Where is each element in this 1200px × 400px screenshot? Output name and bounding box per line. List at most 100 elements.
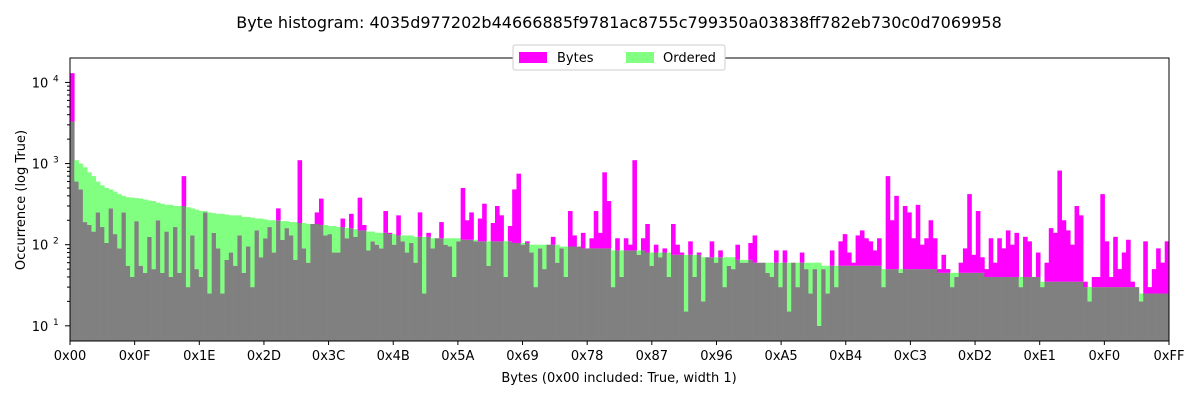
- bar-ordered-107: [529, 244, 534, 253]
- x-tick-label-15: 0xE1: [1023, 349, 1055, 364]
- bar-overlap-234: [1074, 281, 1080, 341]
- bar-ordered-25: [177, 205, 182, 273]
- bar-overlap-81: [417, 236, 423, 341]
- bar-ordered-87: [443, 238, 449, 245]
- bar-bytes-233: [1070, 244, 1075, 282]
- bar-overlap-247: [1130, 287, 1135, 341]
- bar-bytes-239: [1096, 276, 1101, 288]
- bar-overlap-123: [598, 248, 603, 341]
- bar-ordered-9: [108, 189, 114, 209]
- x-tick-label-11: 0xA5: [765, 349, 798, 364]
- bar-overlap-96: [482, 241, 487, 341]
- bar-bytes-223: [1027, 241, 1032, 277]
- bar-overlap-40: [241, 272, 247, 341]
- bar-overlap-222: [1023, 276, 1028, 341]
- bar-overlap-59: [323, 235, 328, 341]
- bar-overlap-56: [310, 223, 315, 341]
- x-tick-label-4: 0x3C: [312, 349, 345, 364]
- bar-bytes-211: [975, 211, 981, 273]
- bar-ordered-174: [816, 262, 822, 326]
- bar-bytes-251: [1147, 287, 1153, 294]
- bar-overlap-36: [224, 259, 230, 341]
- bar-overlap-58: [318, 224, 324, 341]
- bar-overlap-139: [666, 276, 672, 341]
- bar-overlap-101: [503, 276, 509, 341]
- bar-bytes-164: [774, 250, 779, 263]
- bar-overlap-107: [529, 252, 534, 341]
- bar-ordered-82: [422, 236, 427, 294]
- bar-bytes-127: [615, 238, 620, 251]
- y-tick-exponent-1: 2: [53, 237, 59, 247]
- bar-overlap-69: [366, 250, 371, 341]
- bar-overlap-89: [452, 276, 457, 341]
- bar-overlap-66: [353, 236, 358, 341]
- bar-overlap-133: [640, 250, 646, 341]
- bar-ordered-75: [391, 234, 397, 245]
- bar-ordered-101: [503, 241, 509, 277]
- x-tick-label-7: 0x69: [506, 349, 539, 364]
- bar-overlap-211: [975, 272, 981, 341]
- bar-bytes-151: [718, 250, 723, 258]
- bar-bytes-144: [688, 241, 693, 255]
- bar-overlap-30: [198, 276, 204, 341]
- bar-overlap-194: [902, 269, 908, 341]
- bar-bytes-129: [623, 238, 629, 251]
- bar-ordered-105: [520, 242, 526, 245]
- bar-ordered-139: [666, 252, 672, 277]
- bar-overlap-230: [1057, 281, 1062, 341]
- bar-overlap-134: [645, 252, 650, 341]
- bar-overlap-1: [74, 181, 79, 341]
- bar-bytes-149: [709, 241, 715, 258]
- bar-ordered-147: [701, 257, 706, 302]
- bar-bytes-125: [606, 201, 612, 249]
- bar-overlap-65: [349, 228, 354, 341]
- bar-overlap-226: [1040, 287, 1045, 341]
- bar-bytes-241: [1104, 241, 1110, 288]
- bar-ordered-79: [409, 235, 414, 243]
- bar-bytes-217: [1001, 248, 1007, 277]
- bar-bytes-240: [1100, 194, 1105, 288]
- bar-bytes-227: [1044, 262, 1050, 282]
- bar-bytes-230: [1057, 170, 1062, 282]
- bar-bytes-194: [902, 205, 908, 270]
- y-tick-exponent-3: 4: [53, 74, 59, 84]
- bar-overlap-150: [713, 262, 719, 341]
- bar-overlap-201: [932, 269, 938, 341]
- bar-bytes-158: [748, 242, 753, 260]
- x-tick-label-12: 0xB4: [829, 349, 862, 364]
- bar-bytes-247: [1130, 281, 1135, 288]
- bar-overlap-172: [808, 293, 813, 341]
- bar-overlap-239: [1096, 287, 1101, 341]
- bar-overlap-37: [228, 252, 234, 341]
- bar-overlap-135: [649, 265, 655, 341]
- bar-overlap-106: [525, 242, 530, 341]
- x-tick-label-8: 0x78: [571, 349, 604, 364]
- bar-bytes-181: [847, 252, 852, 266]
- bar-ordered-171: [804, 262, 809, 270]
- bar-overlap-45: [263, 238, 268, 341]
- bar-bytes-235: [1078, 215, 1084, 282]
- bar-ordered-237: [1087, 287, 1093, 302]
- bar-overlap-79: [409, 242, 414, 341]
- bar-overlap-202: [937, 272, 942, 341]
- bar-ordered-7: [100, 185, 105, 228]
- bar-overlap-15: [134, 221, 139, 341]
- bar-overlap-49: [280, 239, 285, 341]
- bar-ordered-13: [125, 197, 131, 266]
- bar-overlap-39: [237, 235, 243, 341]
- bar-bytes-48: [276, 208, 281, 221]
- bar-overlap-207: [958, 272, 964, 341]
- bar-overlap-27: [185, 287, 191, 341]
- bar-ordered-64: [344, 228, 350, 239]
- bar-bytes-245: [1121, 252, 1127, 288]
- bar-bytes-185: [864, 238, 869, 266]
- bar-ordered-62: [336, 227, 341, 253]
- bar-ordered-70: [370, 231, 376, 242]
- bar-ordered-55: [306, 223, 311, 263]
- bar-overlap-42: [250, 287, 255, 341]
- legend: Bytes Ordered: [512, 44, 726, 71]
- bar-ordered-115: [563, 246, 569, 277]
- bar-overlap-119: [580, 248, 586, 341]
- bar-ordered-108: [533, 244, 539, 288]
